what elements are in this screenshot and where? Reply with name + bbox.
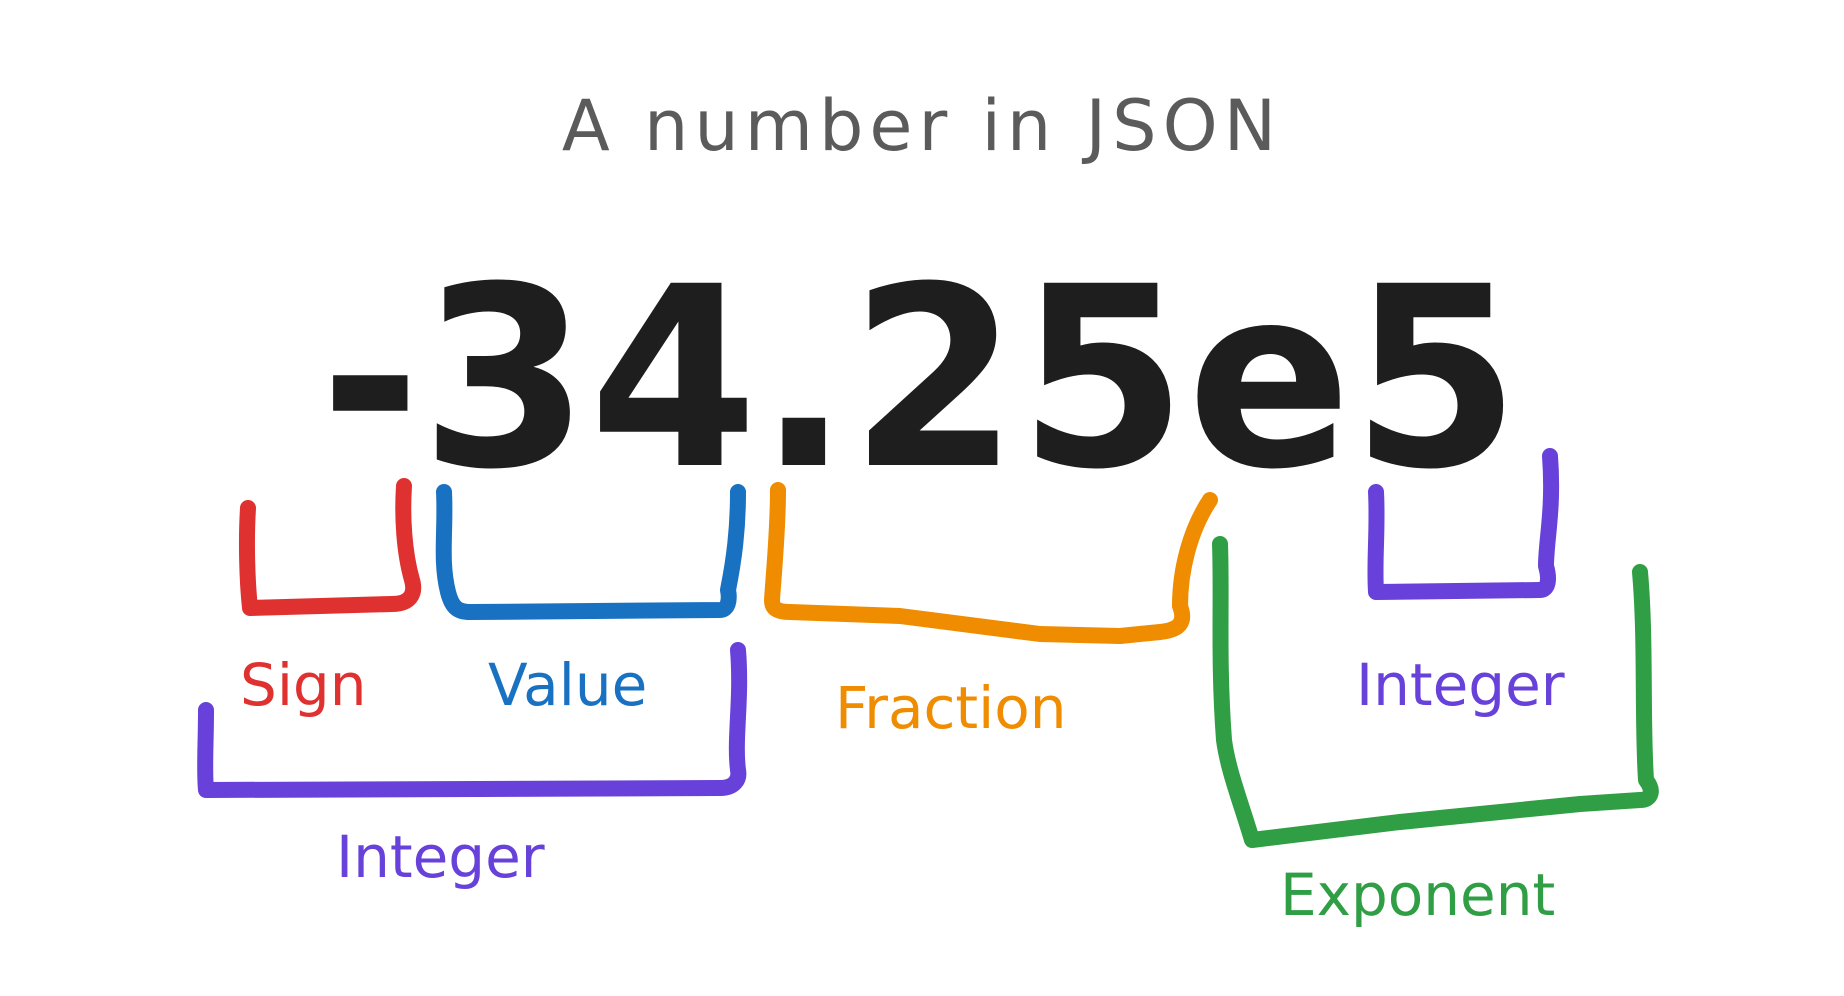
value-label: Value [488,651,647,719]
exponent-bracket [1212,536,1659,848]
diagram-title: A number in JSON [562,85,1282,167]
value-bracket [435,484,746,620]
exponent-integer-bracket [1367,448,1560,600]
exponent-integer-label: Integer [1356,651,1565,719]
integer-bracket [197,642,748,798]
json-number: -34.25e5 [320,233,1520,524]
fraction-label: Fraction [835,674,1067,742]
integer-label: Integer [336,823,545,891]
sign-bracket [238,478,422,616]
fraction-bracket [764,482,1218,644]
sign-label: Sign [240,651,367,719]
exponent-label: Exponent [1280,861,1555,929]
